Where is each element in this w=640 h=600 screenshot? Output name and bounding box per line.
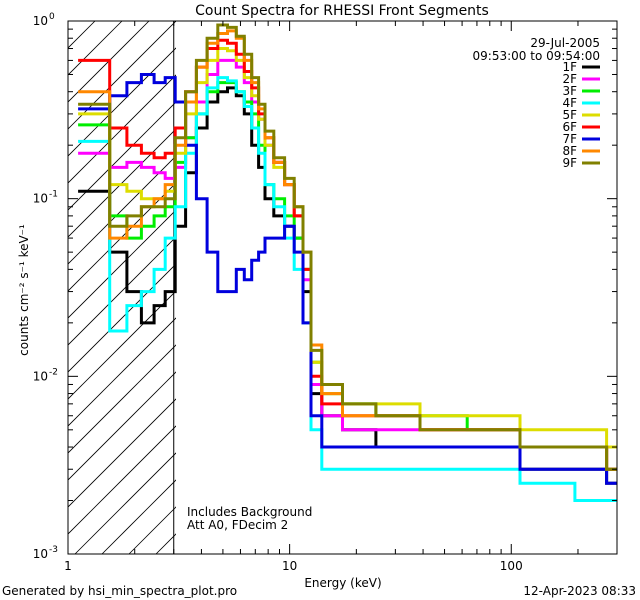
legend-label-9F: 9F [562,156,577,170]
y-tick-label-exponent: 0 [49,12,55,22]
axis-ticks [67,20,618,555]
series-line-3F [78,81,617,471]
y-tick-label: 10 [33,14,48,28]
series-line-7F [78,73,617,485]
time-range-label: 09:53:00 to 09:54:00 [473,49,600,63]
series-line-5F [78,47,617,449]
series-line-9F [78,23,617,471]
y-tick-label-exponent: -1 [49,190,58,200]
chart-title: Count Spectra for RHESSI Front Segments [195,3,489,19]
hatch-line [74,452,176,554]
series-line-4F [78,76,617,502]
series-line-2F [78,58,617,471]
annotation-attenuator: Att A0, FDecim 2 [187,518,288,532]
legend-label-3F: 3F [562,84,577,98]
y-tick-label: 10 [33,192,48,206]
x-tick-labels: 1 10 100 [64,559,523,573]
hatch-line [68,398,176,508]
hatch-line [68,425,176,535]
hatch-line [68,74,176,184]
legend-label-1F: 1F [562,60,577,74]
y-tick-label: 10 [33,369,48,383]
hatch-line [68,182,176,292]
hatch-line [68,371,176,481]
hatch-line [68,21,69,22]
hatch-line [68,47,176,157]
spectra-lines [78,23,617,502]
legend-label-8F: 8F [562,144,577,158]
background-hatch-region [68,21,176,554]
legend-label-4F: 4F [562,96,577,110]
annotation-background: Includes Background [187,505,312,519]
legend-label-5F: 5F [562,108,577,122]
legend-label-2F: 2F [562,72,577,86]
y-tick-label-exponent: -3 [49,545,58,555]
x-tick-label: 10 [282,559,297,573]
footer-generator: Generated by hsi_min_spectra_plot.pro [2,584,237,598]
x-tick-label: 1 [64,559,72,573]
y-tick-label: 10 [33,547,48,561]
series-line-1F [78,86,617,485]
plot-frame [67,20,618,555]
footer-timestamp: 12-Apr-2023 08:33 [523,584,636,598]
hatch-line [68,209,176,319]
legend-label-7F: 7F [562,132,577,146]
x-axis-label: Energy (keV) [304,576,381,590]
hatch-line [68,290,176,400]
hatch-line [68,128,176,238]
hatch-line [68,263,176,373]
hatch-line [68,21,96,49]
date-label: 29-Jul-2005 [530,36,600,50]
hatch-line [68,101,176,211]
x-tick-label: 100 [500,559,523,573]
legend-label-6F: 6F [562,120,577,134]
y-axis-label: counts cm⁻² s⁻¹ keV⁻¹ [17,224,31,356]
y-tick-label-exponent: -2 [49,367,58,377]
